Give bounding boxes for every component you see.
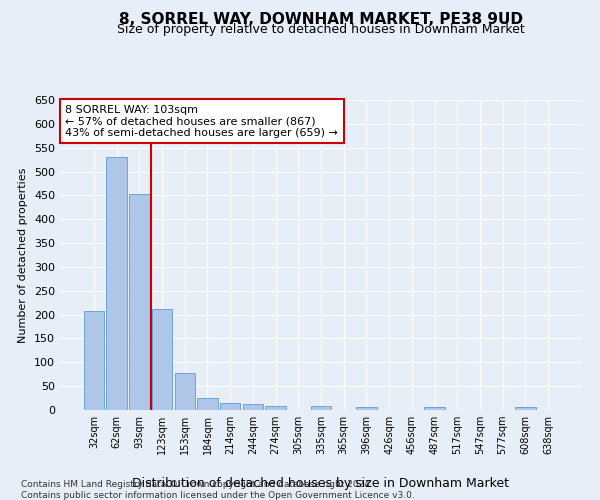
Bar <box>424 407 445 410</box>
Bar <box>311 406 331 410</box>
Bar <box>356 407 377 410</box>
Bar <box>515 407 536 410</box>
Bar <box>220 403 241 410</box>
Text: Contains HM Land Registry data © Crown copyright and database right 2024.
Contai: Contains HM Land Registry data © Crown c… <box>21 480 415 500</box>
Text: Size of property relative to detached houses in Downham Market: Size of property relative to detached ho… <box>117 22 525 36</box>
Bar <box>129 194 149 410</box>
Bar <box>152 309 172 410</box>
Bar <box>242 404 263 410</box>
Text: Distribution of detached houses by size in Downham Market: Distribution of detached houses by size … <box>133 477 509 490</box>
Text: 8, SORREL WAY, DOWNHAM MARKET, PE38 9UD: 8, SORREL WAY, DOWNHAM MARKET, PE38 9UD <box>119 12 523 28</box>
Bar <box>265 406 286 410</box>
Bar <box>106 157 127 410</box>
Bar <box>197 398 218 410</box>
Y-axis label: Number of detached properties: Number of detached properties <box>19 168 28 342</box>
Bar <box>84 312 104 410</box>
Bar <box>175 373 195 410</box>
Text: 8 SORREL WAY: 103sqm
← 57% of detached houses are smaller (867)
43% of semi-deta: 8 SORREL WAY: 103sqm ← 57% of detached h… <box>65 104 338 138</box>
